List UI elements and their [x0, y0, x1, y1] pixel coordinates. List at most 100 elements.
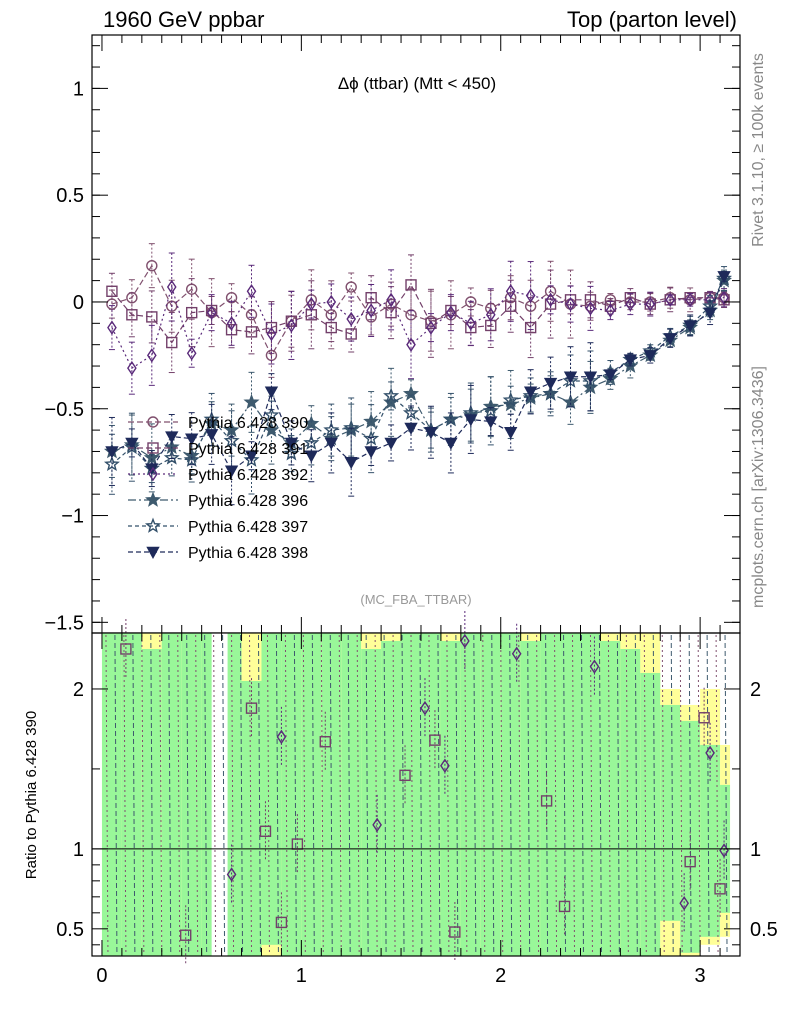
ratio-line: [518, 634, 522, 955]
ratio-line: [491, 634, 495, 955]
ratio-line: [589, 634, 593, 955]
uncertainty-band-green: [401, 633, 421, 956]
ratio-line: [688, 634, 692, 955]
ratio-line: [616, 634, 620, 955]
ratio-point: [319, 736, 331, 748]
main-panel: −1.5 −1 −0.5 0 0.5 1 Δϕ (ttbar) (Mtt < 450) (…: [45, 34, 741, 634]
ratio-line: [554, 634, 558, 955]
data-point: [366, 303, 376, 318]
data-point: [484, 416, 498, 429]
data-point: [246, 284, 257, 299]
series-line: [111, 283, 725, 344]
uncertainty-band-green: [121, 633, 142, 956]
ratio-line: [195, 634, 199, 955]
ratio-y-tick-label-right: 2: [750, 679, 761, 701]
ratio-line: [625, 634, 629, 955]
y-tick-label: −1.5: [45, 612, 84, 634]
data-point: [245, 326, 258, 338]
data-point: [344, 456, 358, 470]
ratio-point: [245, 702, 258, 714]
ratio-line: [401, 634, 405, 955]
ratio-line: [222, 634, 226, 955]
legend-marker: [144, 517, 162, 533]
uncertainty-band-green: [321, 633, 342, 956]
ratio-point: [714, 883, 726, 895]
ratio-line: [159, 634, 163, 955]
data-point: [525, 288, 536, 303]
ratio-line: [580, 634, 584, 955]
header-left: 1960 GeV ppbar: [103, 7, 264, 32]
data-point: [284, 437, 299, 450]
ratio-line: [293, 634, 297, 955]
ratio-line: [123, 634, 127, 955]
ratio-line: [105, 634, 109, 955]
ratio-point: [226, 867, 237, 882]
ratio-line: [141, 634, 145, 955]
data-point: [304, 450, 319, 463]
data-point: [323, 421, 340, 438]
data-point: [563, 371, 578, 384]
ratio-line: [284, 634, 288, 955]
ratio-line: [509, 634, 513, 955]
data-point: [243, 393, 260, 410]
uncertainty-band-green: [361, 648, 382, 956]
data-point: [324, 437, 338, 450]
data-point: [264, 386, 279, 399]
main-frame: [91, 34, 741, 634]
ratio-line: [455, 634, 459, 955]
legend-marker: [147, 416, 159, 428]
data-point: [406, 337, 416, 352]
uncertainty-band-green: [520, 640, 541, 956]
ratio-line: [231, 634, 235, 955]
data-point: [405, 279, 417, 291]
ratio-line: [168, 634, 172, 955]
ratio-line: [724, 634, 728, 955]
uncertainty-band-green: [420, 633, 441, 956]
series-line: [111, 284, 725, 370]
uncertainty-band-green: [341, 633, 362, 956]
data-point: [504, 427, 518, 440]
data-point: [446, 305, 456, 320]
data-point: [643, 350, 657, 363]
data-point: [585, 301, 596, 316]
uncertainty-band-green: [181, 633, 202, 956]
ratio-line: [670, 634, 674, 955]
ratio-point: [276, 729, 287, 745]
data-point: [185, 433, 199, 446]
ratio-line: [257, 634, 261, 955]
data-point: [146, 311, 158, 323]
data-point: [266, 326, 277, 342]
uncertainty-band-green: [101, 633, 122, 956]
ratio-line: [204, 634, 208, 955]
ratio-line: [545, 634, 549, 955]
ratio-line: [186, 634, 190, 955]
ratio-point: [589, 659, 600, 674]
series-2: [107, 252, 729, 395]
ratio-line: [482, 634, 486, 955]
data-point: [719, 290, 729, 305]
data-point: [543, 377, 558, 391]
legend-marker: [144, 491, 162, 507]
ratio-y-tick-label: 0.5: [56, 919, 84, 941]
data-point: [127, 360, 137, 376]
ratio-point: [120, 643, 132, 655]
y-tick-label: 0.5: [56, 185, 84, 207]
data-point: [306, 296, 317, 312]
ratio-line: [527, 634, 531, 955]
ratio-line: [661, 634, 665, 955]
data-point: [482, 402, 499, 418]
uncertainty-band-green: [301, 633, 322, 956]
data-point: [183, 451, 200, 467]
ratio-line: [240, 634, 244, 955]
ratio-line: [652, 634, 656, 955]
data-point: [105, 446, 119, 459]
data-point: [683, 320, 697, 333]
uncertainty-band-green: [600, 640, 621, 956]
ratio-line: [320, 634, 324, 955]
ratio-line: [329, 634, 333, 955]
ratio-line: [347, 634, 351, 955]
data-point: [605, 303, 616, 318]
ratio-point: [180, 929, 192, 941]
ratio-point: [449, 926, 461, 938]
data-point: [562, 393, 579, 410]
